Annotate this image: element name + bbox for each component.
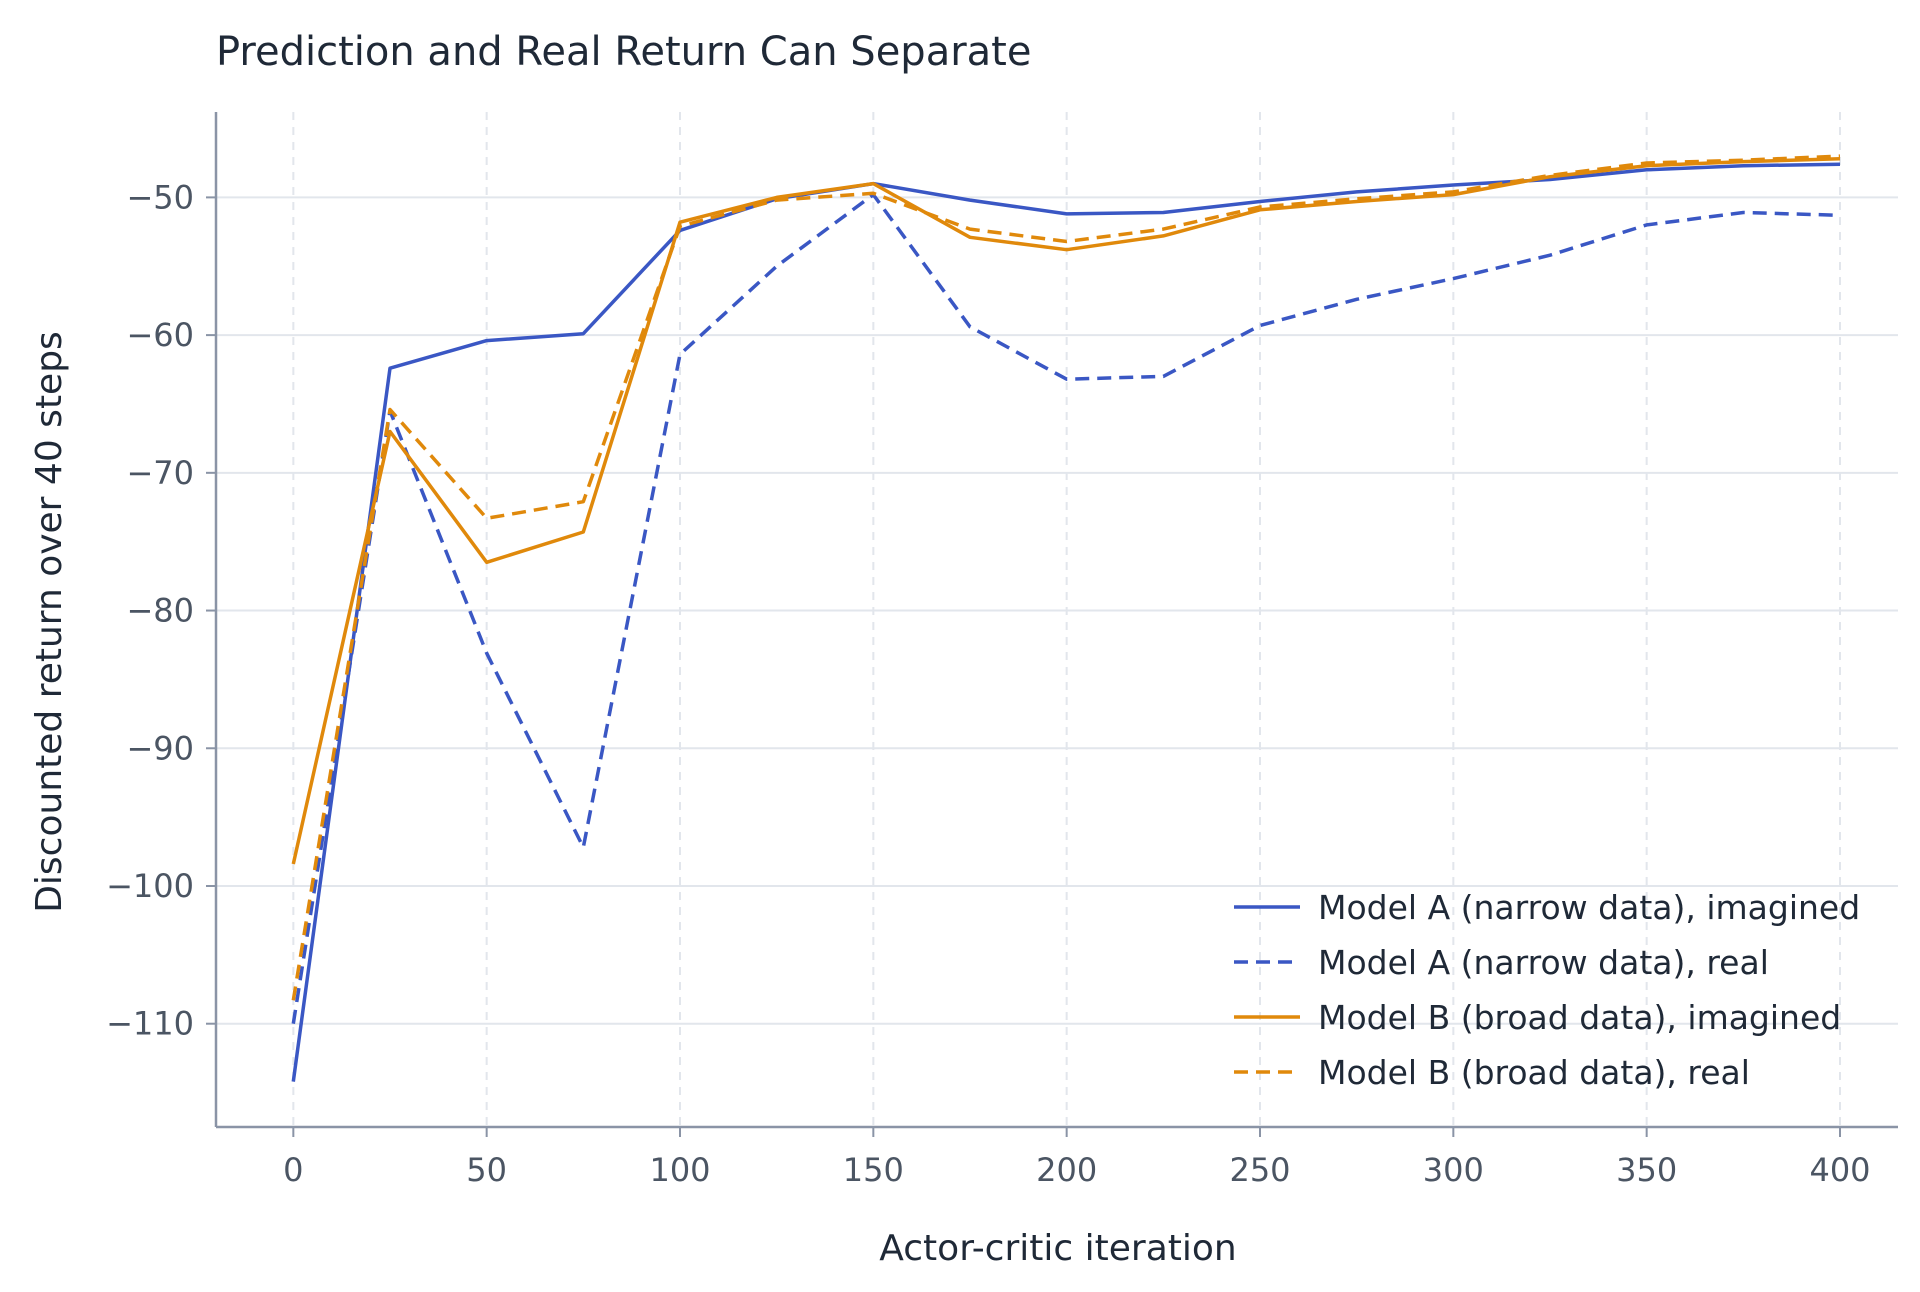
x-tick-label-350: 350	[1616, 1151, 1677, 1189]
y-tick-label--80: −80	[126, 592, 194, 630]
grid	[216, 112, 1898, 1127]
x-tick-label-250: 250	[1229, 1151, 1290, 1189]
series-lines	[291, 154, 1841, 1082]
x-tick-label-50: 50	[466, 1151, 507, 1189]
series-line-4	[291, 154, 1841, 1001]
x-tick-label-400: 400	[1809, 1151, 1870, 1189]
y-tick-label--110: −110	[106, 1005, 194, 1043]
x-tick-label-200: 200	[1036, 1151, 1097, 1189]
y-tick-label--100: −100	[106, 867, 194, 905]
chart-title: Prediction and Real Return Can Separate	[216, 29, 1031, 75]
y-axis-title: Discounted return over 40 steps	[29, 331, 70, 913]
legend-label-1: Model A (narrow data), imagined	[1318, 888, 1860, 927]
legend-label-2: Model A (narrow data), real	[1318, 943, 1769, 982]
x-axis-title: Actor-critic iteration	[879, 1228, 1236, 1269]
legend-label-4: Model B (broad data), real	[1318, 1053, 1750, 1092]
series-line-3	[291, 157, 1841, 865]
legend-label-3: Model B (broad data), imagined	[1318, 998, 1841, 1037]
y-tick-label--60: −60	[126, 316, 194, 354]
series-line-1	[291, 162, 1841, 1082]
legend: Model A (narrow data), imagined Model A (…	[1234, 888, 1860, 1092]
axes: 0 50 100 150 200 250 300 350 400 −110 −100 −90 −80 −7…	[106, 112, 1898, 1189]
x-tick-label-300: 300	[1423, 1151, 1484, 1189]
x-tick-label-0: 0	[283, 1151, 303, 1189]
x-tick-label-150: 150	[843, 1151, 904, 1189]
x-tick-label-100: 100	[649, 1151, 710, 1189]
y-tick-label--50: −50	[126, 178, 194, 216]
y-tick-label--90: −90	[126, 729, 194, 767]
y-tick-label--70: −70	[126, 454, 194, 492]
series-line-2	[291, 192, 1841, 1024]
